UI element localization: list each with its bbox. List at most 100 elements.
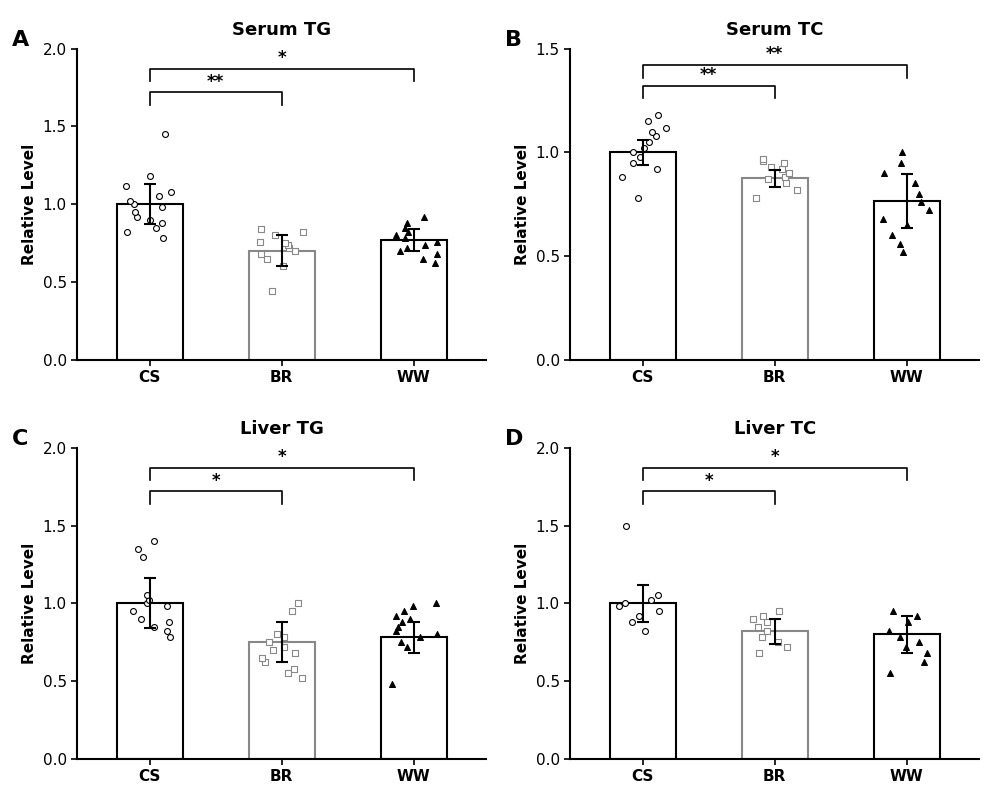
Point: [127, 205, 143, 218]
Bar: [874, 634, 940, 759]
Point: [133, 613, 149, 625]
Point: [779, 640, 795, 653]
Point: [611, 600, 627, 613]
Text: *: *: [770, 448, 779, 466]
Point: [745, 613, 761, 625]
Point: [276, 631, 292, 644]
Point: [142, 213, 158, 226]
Point: [259, 252, 275, 265]
Point: [876, 167, 892, 180]
Title: Liver TG: Liver TG: [240, 420, 324, 438]
Point: [748, 192, 764, 204]
Point: [417, 238, 433, 251]
Point: [384, 678, 400, 691]
Point: [118, 180, 134, 192]
Point: [774, 163, 790, 175]
Bar: [381, 638, 447, 759]
Point: [913, 196, 929, 208]
Point: [148, 221, 164, 234]
Point: [252, 235, 268, 248]
Point: [755, 155, 771, 167]
Point: [287, 245, 303, 258]
Point: [898, 640, 914, 653]
Point: [777, 171, 793, 184]
Point: [429, 248, 445, 261]
Point: [400, 225, 416, 238]
Point: [632, 150, 648, 163]
Text: C: C: [12, 429, 28, 449]
Point: [399, 217, 415, 229]
Point: [637, 625, 653, 638]
Point: [393, 636, 409, 649]
Point: [129, 210, 145, 223]
Point: [650, 109, 666, 122]
Point: [617, 597, 633, 609]
Point: [429, 235, 445, 248]
Point: [151, 190, 167, 203]
Bar: [742, 178, 808, 360]
Bar: [874, 201, 940, 360]
Text: A: A: [12, 30, 29, 50]
Point: [875, 213, 891, 225]
Point: [650, 589, 666, 602]
Bar: [117, 603, 183, 759]
Point: [770, 636, 786, 649]
Point: [885, 605, 901, 617]
Point: [625, 146, 641, 159]
Bar: [610, 152, 676, 360]
Text: B: B: [505, 30, 522, 50]
Text: *: *: [704, 472, 713, 489]
Point: [275, 260, 291, 273]
Point: [390, 620, 406, 633]
Point: [911, 636, 927, 649]
Text: *: *: [277, 448, 286, 466]
Point: [159, 600, 175, 613]
Point: [771, 605, 787, 617]
Point: [397, 232, 413, 245]
Point: [294, 671, 310, 684]
Point: [284, 605, 300, 617]
Title: Serum TC: Serum TC: [726, 21, 823, 39]
Point: [119, 225, 135, 238]
Point: [157, 128, 173, 141]
Point: [759, 625, 775, 638]
Point: [640, 115, 656, 128]
Point: [763, 160, 779, 173]
Title: Liver TC: Liver TC: [734, 420, 816, 438]
Point: [265, 643, 281, 656]
Text: D: D: [505, 429, 523, 449]
Point: [257, 656, 273, 669]
Point: [159, 625, 175, 638]
Point: [277, 237, 293, 250]
Point: [161, 616, 177, 629]
Point: [429, 628, 445, 641]
Point: [760, 173, 776, 186]
Point: [126, 198, 142, 211]
Text: **: **: [207, 72, 224, 91]
Point: [402, 613, 418, 625]
Point: [907, 177, 923, 190]
Point: [253, 248, 269, 261]
Y-axis label: Relative Level: Relative Level: [515, 143, 530, 265]
Text: **: **: [766, 45, 783, 64]
Point: [631, 609, 647, 622]
Point: [789, 184, 805, 196]
Point: [781, 167, 797, 180]
Point: [396, 605, 412, 617]
Point: [911, 188, 927, 200]
Point: [882, 667, 898, 679]
Point: [630, 192, 646, 204]
Point: [916, 656, 932, 669]
Point: [884, 229, 900, 242]
Point: [155, 232, 171, 245]
Point: [267, 229, 283, 242]
Point: [253, 223, 269, 236]
Point: [130, 543, 146, 555]
Point: [649, 163, 665, 175]
Bar: [117, 204, 183, 360]
Point: [754, 631, 770, 644]
Point: [428, 597, 444, 609]
Point: [755, 609, 771, 622]
Point: [276, 640, 292, 653]
Point: [892, 237, 908, 250]
